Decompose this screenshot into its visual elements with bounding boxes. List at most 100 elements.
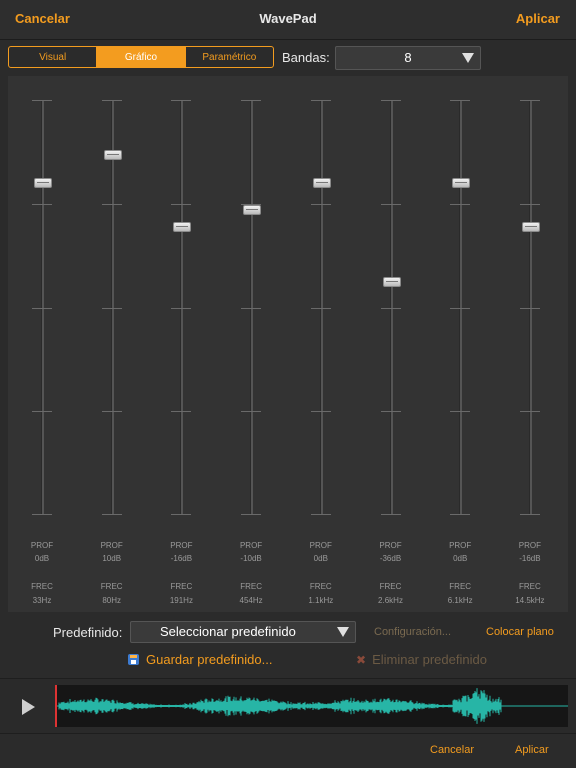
eq-band-2: PROF 10dB FREC 80Hz: [82, 76, 142, 612]
eq-tick-mark: [450, 411, 471, 412]
eq-slider-track[interactable]: [110, 100, 114, 514]
footer-apply-button[interactable]: Aplicar: [515, 744, 549, 756]
eq-band-7: PROF 0dB FREC 6.1kHz: [430, 76, 490, 612]
eq-slider-track[interactable]: [459, 100, 463, 514]
bands-dropdown[interactable]: 8: [335, 46, 481, 70]
waveform-graphic: [57, 688, 568, 724]
eq-tick-mark: [380, 514, 401, 515]
eq-tick-mark: [101, 514, 122, 515]
frequency-value-label: 33Hz: [32, 596, 52, 605]
eq-tick-mark: [101, 100, 122, 101]
save-preset-button[interactable]: Guardar predefinido...: [128, 652, 272, 667]
bands-label: Bandas:: [282, 50, 330, 65]
eq-tick-mark: [32, 204, 52, 205]
preset-label: Predefinido:: [53, 625, 123, 640]
bands-value: 8: [404, 50, 412, 65]
gain-prefix-label: PROF: [309, 541, 332, 550]
frequency-value-label: 6.1kHz: [447, 596, 473, 605]
top-bar: Cancelar WavePad Aplicar: [0, 0, 576, 40]
eq-tick-mark: [171, 411, 192, 412]
eq-tick-mark: [519, 308, 540, 309]
delete-preset-button[interactable]: ✖ Eliminar predefinido: [356, 652, 487, 667]
apply-button[interactable]: Aplicar: [515, 11, 560, 26]
eq-tick-mark: [241, 411, 262, 412]
equalizer-panel: PROF 0dB FREC 33Hz PROF 10dB FREC 80Hz PROF -16dB…: [8, 76, 568, 612]
gain-value-label: -16dB: [170, 554, 193, 563]
frequency-prefix-label: FREC: [31, 582, 53, 591]
dropdown-arrow-icon: [337, 627, 349, 637]
frequency-prefix-label: FREC: [170, 582, 193, 591]
eq-slider-track[interactable]: [41, 100, 44, 514]
frequency-value-label: 2.6kHz: [378, 596, 403, 605]
eq-tick-mark: [519, 100, 540, 101]
eq-slider-thumb[interactable]: [173, 221, 192, 232]
eq-band-8: PROF -16dB FREC 14.5kHz: [500, 76, 560, 612]
eq-slider-track[interactable]: [250, 100, 254, 514]
eq-slider-thumb[interactable]: [103, 150, 122, 161]
eq-slider-track[interactable]: [319, 100, 323, 514]
play-icon[interactable]: [22, 699, 35, 715]
gain-prefix-label: PROF: [518, 541, 541, 550]
eq-slider-thumb[interactable]: [382, 277, 401, 288]
eq-tick-mark: [171, 100, 192, 101]
frequency-prefix-label: FREC: [240, 582, 262, 591]
eq-tick-mark: [241, 100, 262, 101]
gain-value-label: -36dB: [379, 554, 402, 563]
footer-cancel-button[interactable]: Cancelar: [430, 744, 475, 756]
eq-slider-thumb[interactable]: [452, 177, 471, 188]
gain-prefix-label: PROF: [449, 541, 472, 550]
waveform-path: [58, 688, 502, 724]
eq-slider-thumb[interactable]: [34, 177, 52, 188]
tab-parametric[interactable]: Paramétrico: [202, 51, 257, 63]
set-flat-button[interactable]: Colocar plano: [486, 626, 554, 638]
eq-tick-mark: [101, 308, 122, 309]
delete-preset-label: Eliminar predefinido: [372, 652, 487, 667]
cancel-button[interactable]: Cancelar: [15, 11, 70, 26]
frequency-value-label: 1.1kHz: [308, 596, 334, 605]
eq-slider-thumb[interactable]: [243, 205, 262, 216]
eq-band-4: PROF -10dB FREC 454Hz: [221, 76, 281, 612]
eq-tick-mark: [241, 204, 262, 205]
eq-tick-mark: [171, 308, 192, 309]
gain-value-label: 0dB: [34, 554, 50, 563]
gain-prefix-label: PROF: [30, 541, 54, 550]
preset-value: Seleccionar predefinido: [160, 624, 296, 639]
eq-band-6: PROF -36dB FREC 2.6kHz: [361, 76, 421, 612]
eq-tick-mark: [519, 514, 540, 515]
frequency-value-label: 454Hz: [239, 596, 263, 605]
gain-prefix-label: PROF: [100, 541, 123, 550]
eq-tick-mark: [380, 100, 401, 101]
eq-tick-mark: [450, 204, 471, 205]
gain-value-label: 10dB: [102, 554, 122, 563]
waveform-preview[interactable]: [55, 685, 568, 727]
gain-prefix-label: PROF: [379, 541, 402, 550]
eq-slider-thumb[interactable]: [312, 177, 331, 188]
tab-graphic[interactable]: Gráfico: [97, 47, 186, 67]
eq-tick-mark: [519, 204, 540, 205]
eq-slider-track[interactable]: [389, 100, 393, 514]
preview-row: [0, 678, 576, 734]
preset-dropdown[interactable]: Seleccionar predefinido: [130, 621, 356, 643]
gain-value-label: -10dB: [240, 554, 262, 563]
gain-value-label: 0dB: [453, 554, 468, 563]
frequency-value-label: 80Hz: [102, 596, 122, 605]
dropdown-arrow-icon: [462, 53, 474, 63]
eq-tick-mark: [380, 411, 401, 412]
eq-tick-mark: [450, 308, 471, 309]
frequency-prefix-label: FREC: [309, 582, 332, 591]
eq-band-3: PROF -16dB FREC 191Hz: [151, 76, 211, 612]
gain-value-label: -16dB: [519, 554, 541, 563]
configuration-button[interactable]: Configuración...: [374, 626, 452, 638]
eq-band-1: PROF 0dB FREC 33Hz: [12, 76, 72, 612]
tab-visual[interactable]: Visual: [9, 47, 98, 67]
eq-band-5: PROF 0dB FREC 1.1kHz: [291, 76, 351, 612]
frequency-prefix-label: FREC: [100, 582, 123, 591]
eq-slider-thumb[interactable]: [521, 221, 540, 232]
window-title: WavePad: [259, 11, 317, 26]
eq-tick-mark: [32, 514, 52, 515]
gain-prefix-label: PROF: [239, 541, 263, 550]
eq-tick-mark: [32, 308, 52, 309]
eq-slider-track[interactable]: [528, 100, 532, 514]
frequency-value-label: 14.5kHz: [515, 596, 545, 605]
eq-slider-track[interactable]: [180, 100, 184, 514]
